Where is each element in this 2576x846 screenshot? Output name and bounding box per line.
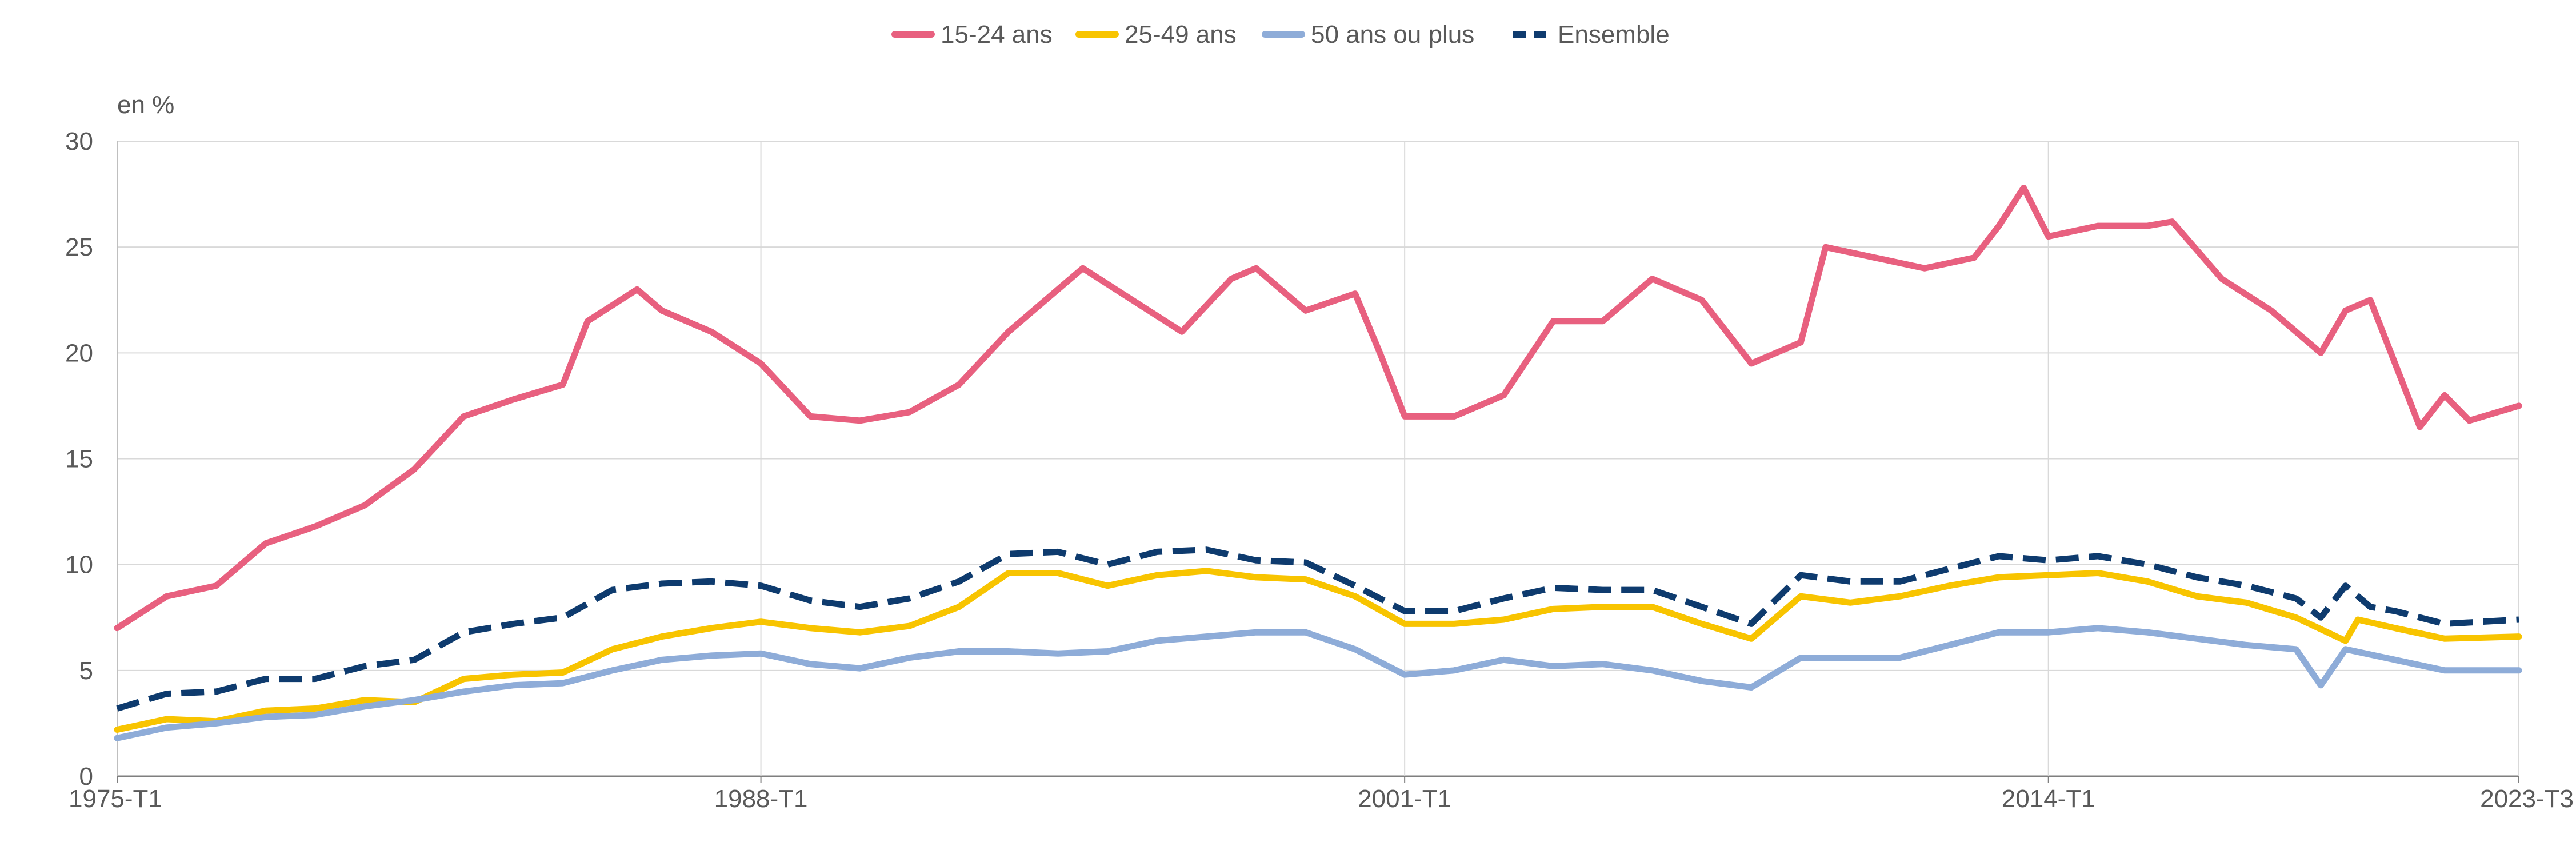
series-line-4	[116, 546, 2519, 712]
legend-label: Ensemble	[1558, 21, 1670, 49]
x-tick-label: 1988-T1	[714, 785, 808, 813]
legend-label: 15-24 ans	[941, 21, 1053, 49]
y-tick-label: 25	[65, 233, 93, 261]
y-tick-label: 30	[65, 127, 93, 155]
series-line-3	[114, 625, 2522, 741]
chart-legend: 15-24 ans 25-49 ans 50 ans ou plus Ensemble	[891, 21, 1670, 49]
y-tick-label: 15	[65, 445, 93, 473]
y-tick-label: 20	[65, 339, 93, 367]
y-tick-label: 10	[65, 551, 93, 579]
legend-item: 15-24 ans	[891, 21, 1053, 49]
legend-item: 25-49 ans	[1075, 21, 1237, 49]
legend-item: 50 ans ou plus	[1262, 21, 1474, 49]
series-line-2	[114, 568, 2522, 733]
legend-label: 50 ans ou plus	[1311, 21, 1474, 49]
y-tick-label: 0	[79, 763, 93, 791]
series-line-1	[114, 185, 2522, 632]
y-tick-label: 5	[79, 657, 93, 685]
chart-grid	[117, 141, 2519, 783]
y-axis-unit-label: en %	[117, 91, 174, 119]
legend-item: Ensemble	[1513, 21, 1670, 49]
legend-label: 25-49 ans	[1125, 21, 1237, 49]
x-tick-label: 2023-T3	[2480, 785, 2574, 813]
x-tick-label: 2014-T1	[2002, 785, 2095, 813]
y-axis-tick-labels: 0 5 10 15 20 25 30	[65, 127, 93, 791]
x-tick-label: 1975-T1	[69, 785, 162, 813]
x-axis-tick-labels: 1975-T1 1988-T1 2001-T1 2014-T1 2023-T3	[69, 785, 2574, 813]
chart-series	[114, 185, 2522, 741]
x-tick-label: 2001-T1	[1358, 785, 1451, 813]
